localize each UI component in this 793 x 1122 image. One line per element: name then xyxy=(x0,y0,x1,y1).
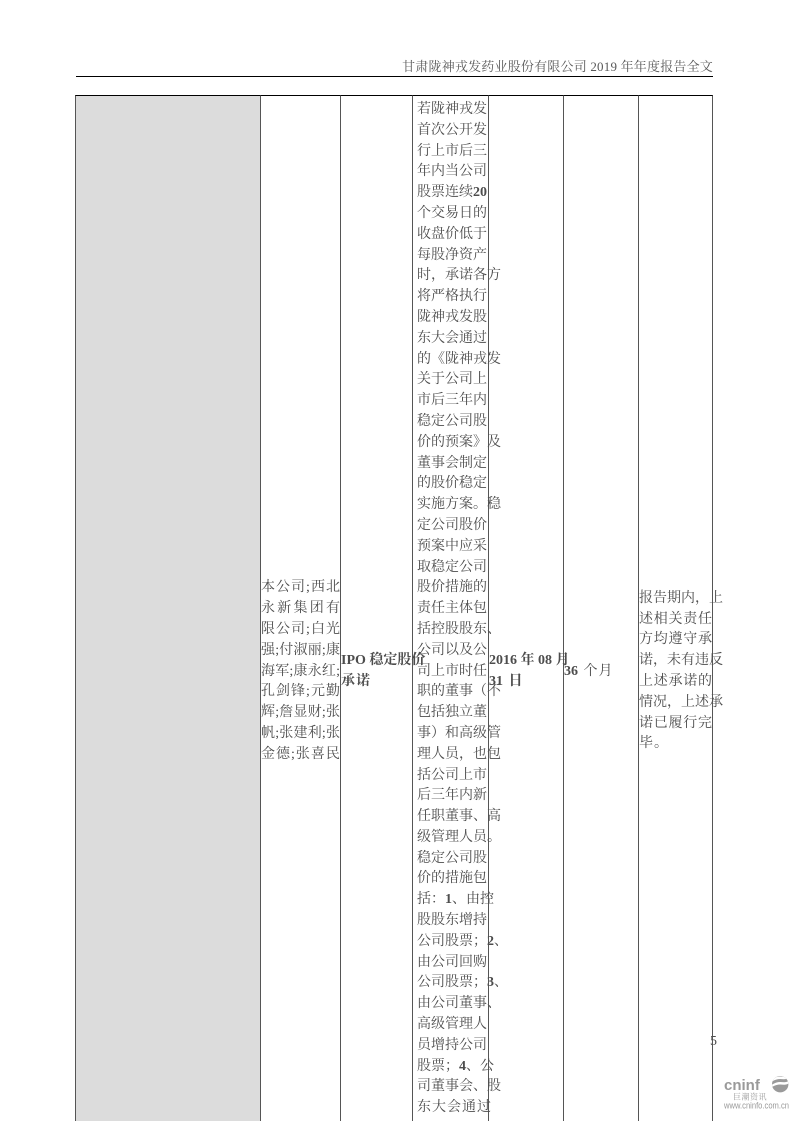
svg-text:www.cninfo.com.cn: www.cninfo.com.cn xyxy=(724,1101,789,1110)
